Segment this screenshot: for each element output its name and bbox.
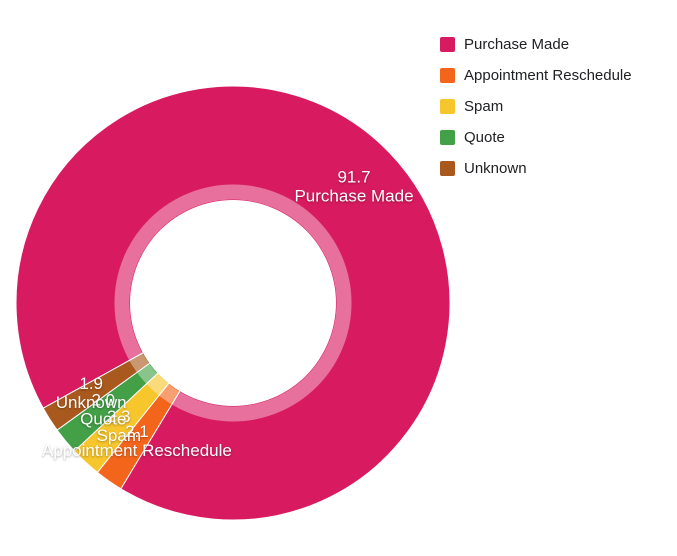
legend-swatch-appointment-reschedule: [440, 68, 455, 83]
legend-item-spam[interactable]: Spam: [440, 98, 632, 115]
legend-swatch-purchase-made: [440, 37, 455, 52]
donut-hole: [130, 200, 336, 406]
legend-swatch-unknown: [440, 161, 455, 176]
legend-item-appointment-reschedule[interactable]: Appointment Reschedule: [440, 67, 632, 84]
legend-label-unknown: Unknown: [464, 160, 527, 177]
legend-label-purchase-made: Purchase Made: [464, 36, 570, 53]
legend-label-spam: Spam: [464, 98, 504, 115]
legend-label-quote: Quote: [464, 129, 505, 146]
donut-hole-overlay: [114, 184, 352, 422]
legend-swatch-spam: [440, 99, 455, 114]
legend-item-unknown[interactable]: Unknown: [440, 160, 632, 177]
legend-item-quote[interactable]: Quote: [440, 129, 632, 146]
donut-inner-ring: [114, 184, 352, 422]
legend-item-purchase-made[interactable]: Purchase Made: [440, 36, 632, 53]
legend-swatch-quote: [440, 130, 455, 145]
chart-legend: Purchase Made Appointment Reschedule Spam Q…: [440, 36, 632, 177]
legend-label-appointment-reschedule: Appointment Reschedule: [464, 67, 632, 84]
